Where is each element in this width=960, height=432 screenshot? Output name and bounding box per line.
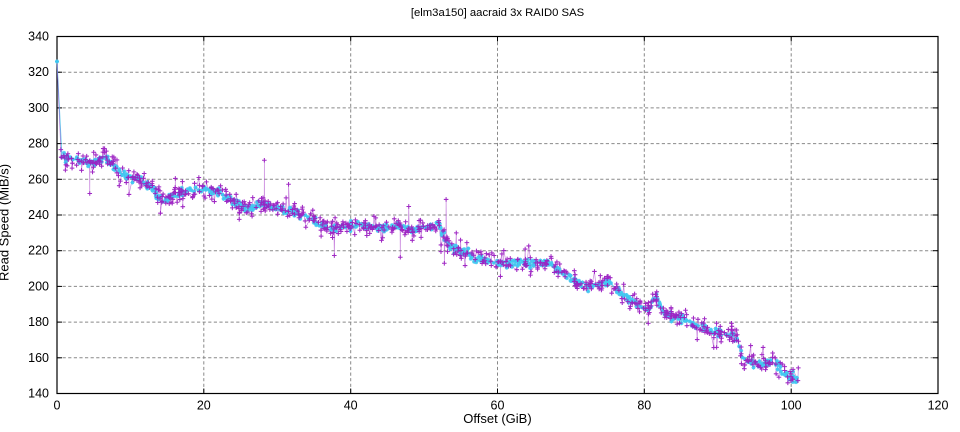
svg-text:20: 20 (197, 399, 211, 413)
svg-text:280: 280 (28, 137, 49, 151)
svg-text:60: 60 (491, 399, 505, 413)
svg-text:160: 160 (28, 351, 49, 365)
svg-text:300: 300 (28, 101, 49, 115)
svg-text:140: 140 (28, 387, 49, 401)
svg-text:0: 0 (54, 399, 61, 413)
svg-text:200: 200 (28, 279, 49, 293)
svg-text:340: 340 (28, 30, 49, 44)
svg-text:180: 180 (28, 315, 49, 329)
svg-text:120: 120 (928, 399, 949, 413)
svg-text:100: 100 (781, 399, 802, 413)
svg-text:40: 40 (344, 399, 358, 413)
svg-text:220: 220 (28, 244, 49, 258)
svg-text:240: 240 (28, 208, 49, 222)
svg-text:260: 260 (28, 172, 49, 186)
svg-text:320: 320 (28, 65, 49, 79)
svg-text:80: 80 (637, 399, 651, 413)
